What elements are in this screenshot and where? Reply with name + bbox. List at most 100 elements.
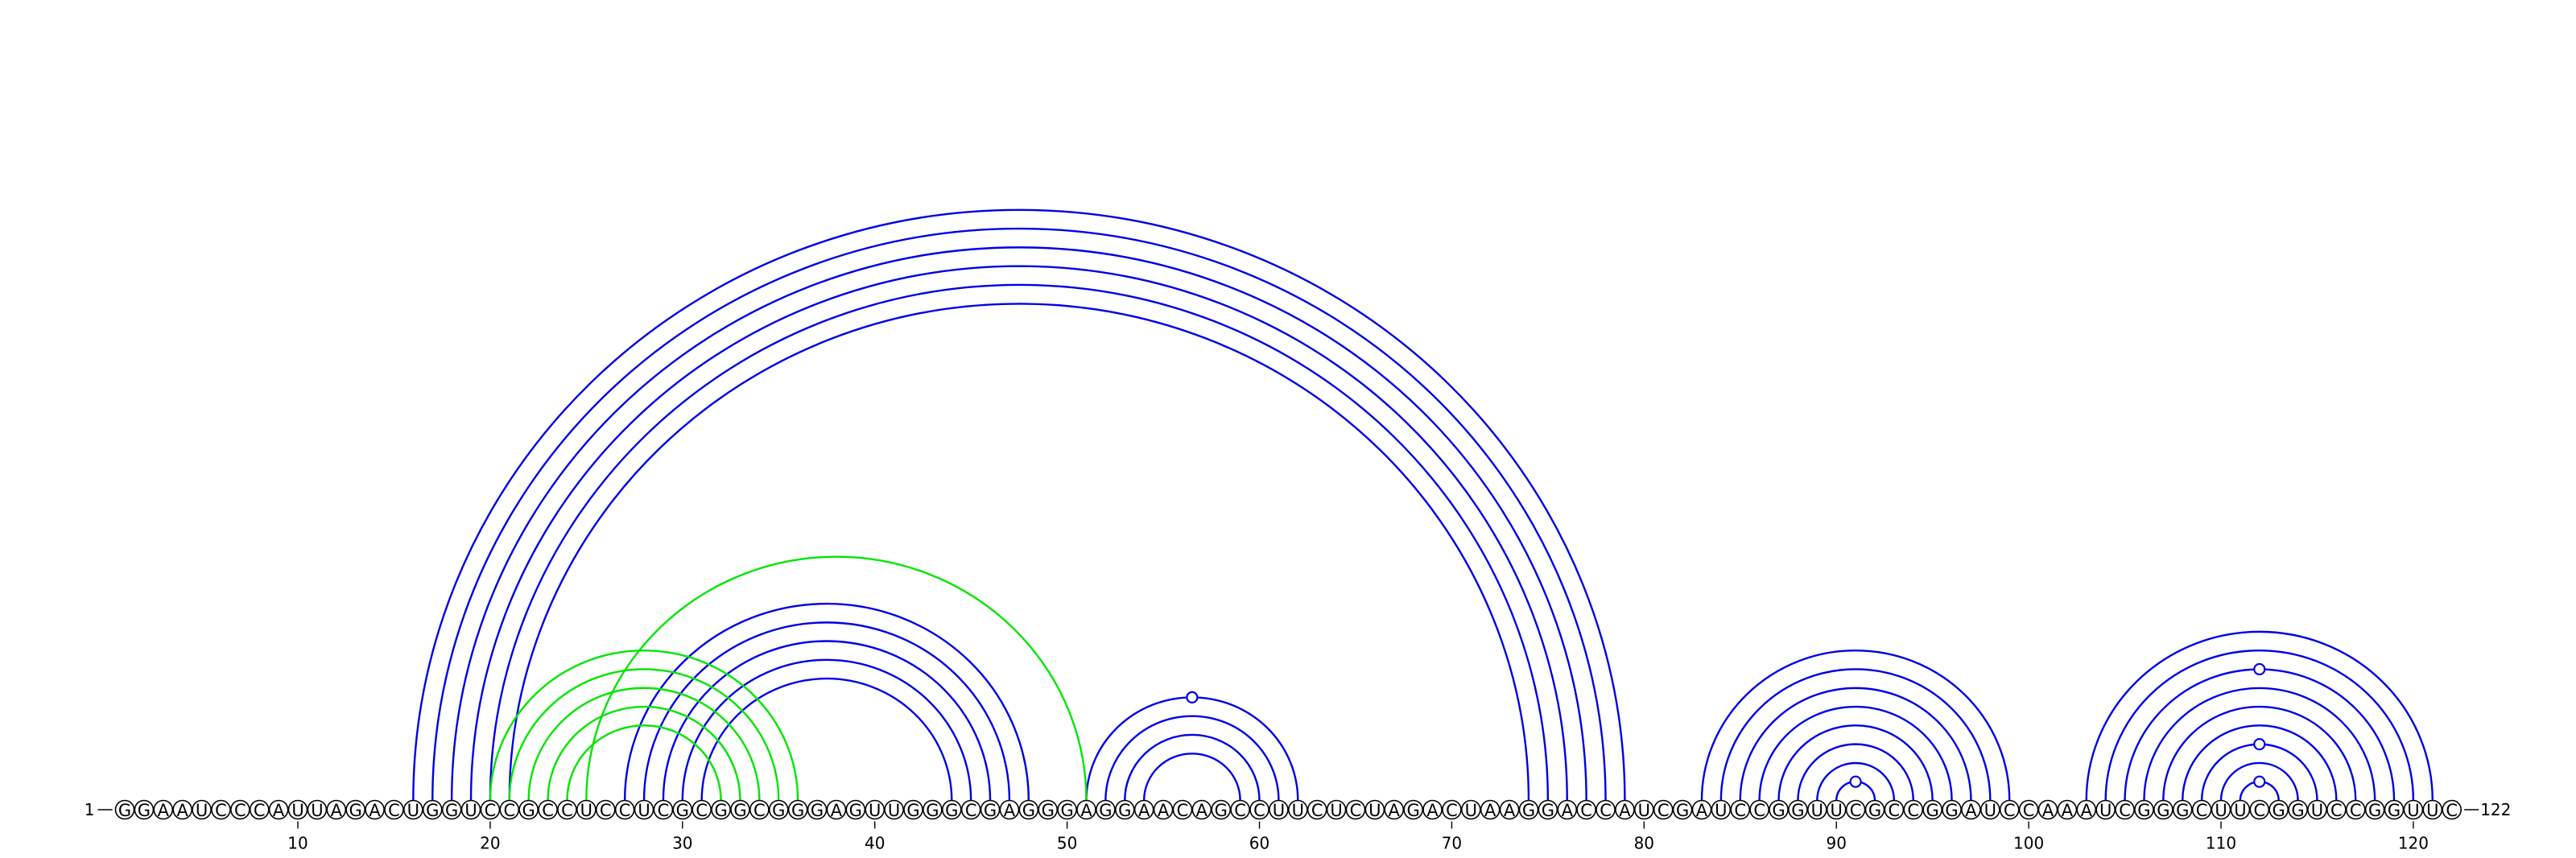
nucleotide-letter: A	[2042, 801, 2054, 820]
nucleotide-circle	[1287, 799, 1308, 820]
nucleotide-circle	[691, 799, 712, 820]
nucleotide-letter: U	[1715, 801, 1727, 820]
nucleotide-letter: G	[926, 801, 939, 820]
nucleotide-letter: A	[369, 801, 381, 820]
nucleotide-circle	[1442, 799, 1462, 820]
base-pair-arc	[2162, 705, 2357, 801]
nucleotide-circle	[980, 799, 1001, 820]
nucleotide-circle	[2153, 799, 2174, 820]
nucleotide-circle	[2384, 799, 2405, 820]
nucleotide: A	[1499, 799, 1520, 820]
nucleotide-circle	[1730, 799, 1751, 820]
nucleotide-letter: A	[176, 801, 188, 820]
nucleotide: C	[595, 799, 616, 820]
nucleotide-circle	[634, 799, 654, 820]
nucleotide-circle	[1096, 799, 1116, 820]
nucleotide: U	[1269, 799, 1289, 820]
nucleotide-circle	[2211, 799, 2231, 820]
nucleotide-circle	[1711, 799, 1732, 820]
nucleotide: C	[1307, 799, 1327, 820]
nucleotide: U	[576, 799, 597, 820]
tick-label: 20	[480, 834, 500, 853]
nucleotide-letter: U	[1831, 801, 1843, 820]
nucleotide-circle	[1845, 799, 1866, 820]
nucleotide: G	[845, 799, 866, 820]
nucleotide: C	[1653, 799, 1674, 820]
nucleotide-letter: C	[2446, 801, 2458, 820]
nucleotide: U	[1634, 799, 1654, 820]
nucleotide-letter: A	[1389, 801, 1401, 820]
tick-label: 60	[1249, 834, 1269, 853]
nucleotide-letter: U	[1330, 801, 1342, 820]
nucleotide-circle	[1807, 799, 1827, 820]
nucleotide-circle	[1018, 799, 1039, 820]
nucleotide-circle	[845, 799, 866, 820]
base-pair-arc	[2182, 724, 2338, 801]
nucleotide-circle	[1153, 799, 1174, 820]
nucleotide: C	[1730, 799, 1751, 820]
nucleotide-circle	[1999, 799, 2020, 820]
nucleotide: A	[1615, 799, 1635, 820]
nucleotide-letter: U	[291, 801, 303, 820]
nucleotide-letter: C	[503, 801, 515, 820]
nucleotide-letter: G	[522, 801, 535, 820]
base-pair-arc	[450, 246, 1587, 801]
nucleotide-circle	[518, 799, 539, 820]
pseudoknot-arc	[527, 687, 761, 801]
nucleotide: U	[1711, 799, 1732, 820]
nucleotide: C	[1749, 799, 1769, 820]
nucleotide-letter: G	[1542, 801, 1554, 820]
nucleotide-circle	[365, 799, 385, 820]
nucleotide-letter: C	[2253, 801, 2265, 820]
nucleotide-letter: G	[1868, 801, 1881, 820]
nucleotide-circle	[749, 799, 770, 820]
base-pair-arc	[2104, 650, 2415, 801]
nucleotide: A	[2057, 799, 2078, 820]
base-pair-arc	[1816, 761, 1896, 801]
nucleotide-letter: C	[1734, 801, 1746, 820]
nucleotide-circle	[1191, 799, 1212, 820]
nucleotide-circle	[1269, 799, 1289, 820]
nucleotide-letter: C	[1253, 801, 1265, 820]
nucleotide: G	[1018, 799, 1039, 820]
nucleotide-letter: A	[1138, 801, 1150, 820]
nucleotide-circle	[2249, 799, 2270, 820]
base-pair-arc	[1700, 650, 2011, 801]
nucleotide: C	[1596, 799, 1616, 820]
nucleotide-letter: C	[600, 801, 612, 820]
base-pair-arc	[1085, 696, 1299, 801]
nucleotide: C	[557, 799, 577, 820]
nucleotide: G	[2384, 799, 2405, 820]
nucleotide-letter: U	[2234, 801, 2246, 820]
nucleotide: C	[230, 799, 250, 820]
nucleotide-circle	[1249, 799, 1269, 820]
nucleotide-circle	[826, 799, 847, 820]
nucleotide: G	[1769, 799, 1789, 820]
pseudoknot-arc	[566, 724, 722, 801]
tick-label: 10	[287, 834, 308, 853]
nucleotide-circle	[1076, 799, 1096, 820]
tick-label: 30	[672, 834, 692, 853]
nucleotide-circle	[1576, 799, 1596, 820]
nucleotide: G	[114, 799, 135, 820]
nucleotide-letter: G	[2388, 801, 2401, 820]
nucleotide-letter: A	[1080, 801, 1092, 820]
nucleotide-circle	[768, 799, 789, 820]
nucleotide-circle	[787, 799, 808, 820]
nucleotide: C	[1576, 799, 1596, 820]
nucleotide-letter: G	[2368, 801, 2381, 820]
nucleotide-letter: C	[234, 801, 246, 820]
nucleotide: A	[1153, 799, 1174, 820]
nucleotide-circle	[2018, 799, 2039, 820]
tick-label: 80	[1634, 834, 1654, 853]
nucleotide-letter: C	[1907, 801, 1919, 820]
nucleotide-circle	[1326, 799, 1347, 820]
nucleotide-letter: C	[2004, 801, 2016, 820]
nucleotide: G	[2364, 799, 2385, 820]
nucleotide-circle	[538, 799, 558, 820]
nucleotide: A	[1691, 799, 1712, 820]
nucleotide-circle	[2191, 799, 2212, 820]
nucleotide: G	[1922, 799, 1942, 820]
nucleotide-letter: G	[733, 801, 746, 820]
